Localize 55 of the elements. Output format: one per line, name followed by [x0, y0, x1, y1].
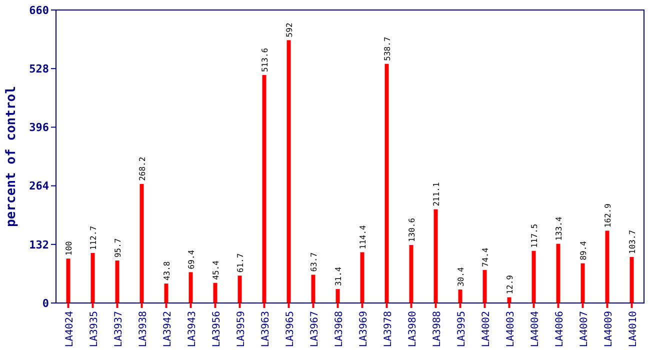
data-label: 162.9	[603, 203, 612, 228]
y-tick-label: 528	[29, 62, 49, 76]
data-label: 45.4	[211, 260, 220, 280]
data-label: 268.2	[138, 156, 147, 181]
x-tick-label: LA3935	[88, 311, 100, 348]
data-label: 31.4	[334, 266, 343, 286]
x-tick-label: LA3968	[334, 311, 345, 348]
x-tick-label: LA3937	[113, 311, 124, 348]
data-label: 30.4	[456, 267, 466, 287]
x-tick-label: LA3956	[211, 311, 222, 348]
x-tick-label: LA3967	[309, 311, 320, 348]
data-label: 43.8	[162, 261, 172, 281]
x-tick-label: LA3978	[382, 311, 394, 348]
data-label: 114.4	[358, 224, 368, 250]
data-label: 538.7	[382, 36, 392, 61]
data-label: 69.4	[186, 250, 196, 270]
y-tick-label: 396	[29, 121, 50, 134]
data-label: 117.5	[530, 224, 539, 248]
data-label: 112.7	[88, 226, 98, 250]
x-tick-label: LA4024	[64, 311, 76, 348]
x-tick-label: LA3988	[432, 311, 443, 348]
y-axis-title: percent of control	[4, 86, 19, 227]
y-tick-label: 264	[29, 180, 50, 193]
x-tick-label: LA3959	[236, 311, 247, 348]
data-label: 211.1	[432, 182, 441, 206]
x-tick-label: LA4003	[505, 311, 516, 348]
x-tick-label: LA3942	[162, 311, 174, 348]
x-tick-label: LA4002	[480, 311, 492, 348]
data-label: 133.4	[554, 216, 564, 241]
y-tick-label: 132	[29, 238, 49, 252]
data-label: 12.9	[505, 274, 514, 294]
data-label: 592	[284, 22, 294, 38]
data-label: 74.4	[480, 248, 490, 267]
data-label: 95.7	[113, 238, 122, 258]
data-label: 100	[64, 240, 74, 256]
y-tick-label: 660	[29, 4, 49, 17]
x-tick-label: LA3943	[186, 311, 198, 348]
x-tick-label: LA3938	[138, 311, 149, 348]
data-label: 63.7	[309, 252, 318, 272]
data-label: 103.7	[628, 230, 637, 254]
data-label: 130.6	[407, 218, 416, 242]
data-label: 89.4	[578, 240, 588, 260]
x-tick-label: LA4010	[628, 311, 639, 348]
x-tick-label: LA4009	[603, 311, 614, 348]
y-tick-label: 0	[42, 296, 49, 310]
x-tick-label: LA3963	[260, 311, 272, 348]
x-tick-label: LA4004	[530, 311, 541, 348]
data-label: 61.7	[236, 253, 245, 273]
x-tick-label: LA3965	[284, 311, 296, 348]
data-label: 513.6	[260, 48, 270, 72]
x-tick-label: LA3980	[407, 311, 418, 348]
x-tick-label: LA4006	[554, 311, 566, 348]
x-tick-label: LA3995	[456, 311, 468, 348]
x-tick-label: LA4007	[578, 311, 590, 348]
x-tick-label: LA3969	[358, 311, 370, 348]
